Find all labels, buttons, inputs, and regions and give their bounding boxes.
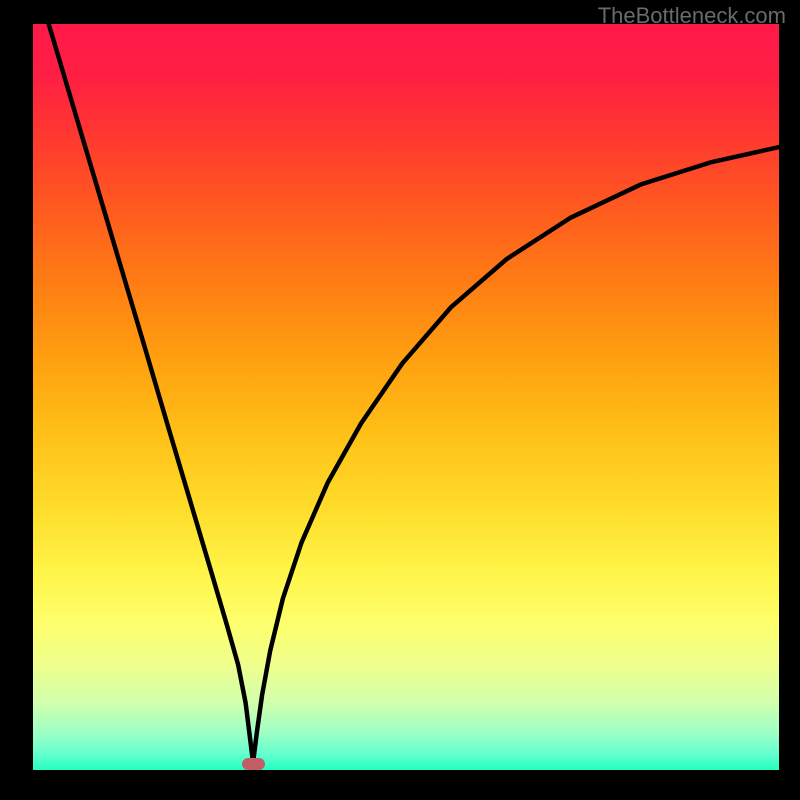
chart-container: TheBottleneck.com [0, 0, 800, 800]
plot-area [33, 24, 779, 770]
valley-marker [242, 758, 265, 770]
bottleneck-curve [33, 24, 779, 763]
watermark-text: TheBottleneck.com [598, 3, 786, 29]
curve-layer [33, 24, 779, 770]
